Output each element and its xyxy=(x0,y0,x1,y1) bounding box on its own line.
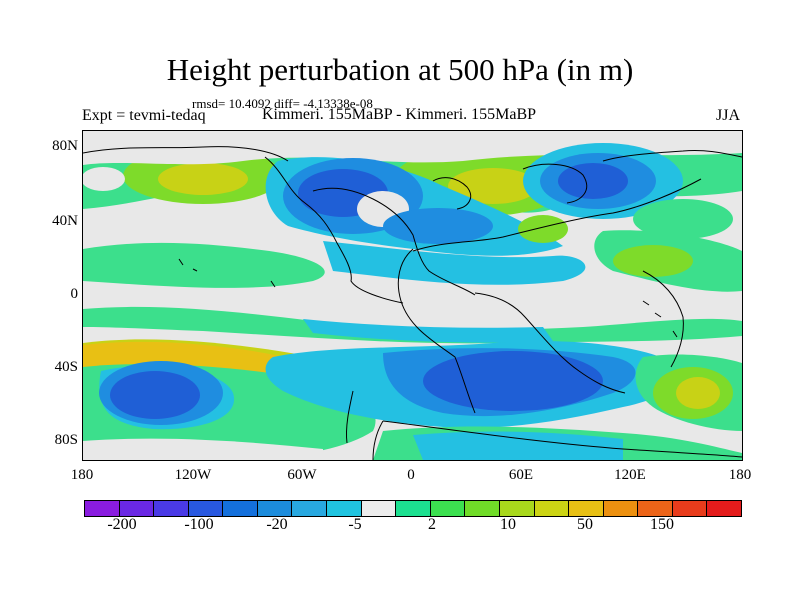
lon-label-60e: 60E xyxy=(508,467,534,483)
colorbar-swatch xyxy=(603,501,639,516)
season-label: JJA xyxy=(715,107,740,124)
colorbar-swatch xyxy=(257,501,293,516)
colorbar-swatch xyxy=(223,501,258,516)
colorbar-swatch xyxy=(465,501,500,516)
colorbar-swatch xyxy=(361,501,397,516)
colorbar xyxy=(84,500,742,517)
colorbar-swatch xyxy=(85,501,120,516)
experiment-label: Expt = tevmi-tedaq xyxy=(82,107,206,124)
colorbar-swatch xyxy=(569,501,604,516)
lat-label-40n: 40N xyxy=(52,213,78,229)
colorbar-swatch xyxy=(672,501,708,516)
colorbar-swatch xyxy=(119,501,155,516)
south-fields xyxy=(83,339,742,460)
lon-label-180e: 180 xyxy=(728,467,752,483)
lon-label-0: 0 xyxy=(407,467,415,483)
colorbar-label: -100 xyxy=(184,516,214,533)
colorbar-label: 2 xyxy=(428,516,436,533)
lat-label-80s: 80S xyxy=(54,432,78,448)
lon-label-180w: 180 xyxy=(70,467,94,483)
coastlines xyxy=(83,146,742,460)
colorbar-label: -5 xyxy=(348,516,362,533)
lat-label-40s: 40S xyxy=(54,359,78,375)
colorbar-label: 150 xyxy=(650,516,674,533)
colorbar-label: -20 xyxy=(266,516,288,533)
lon-label-60w: 60W xyxy=(287,467,317,483)
lon-label-120w: 120W xyxy=(174,467,212,483)
colorbar-label: 50 xyxy=(577,516,593,533)
colorbar-swatch xyxy=(396,501,431,516)
colorbar-swatch xyxy=(154,501,189,516)
colorbar-label: -200 xyxy=(107,516,137,533)
colorbar-label: 10 xyxy=(500,516,516,533)
plot-title: Height perturbation at 500 hPa (in m) xyxy=(166,52,634,87)
colorbar-swatch xyxy=(534,501,570,516)
stats-line: rmsd= 10.4092 diff= -4.13338e-08 xyxy=(192,96,373,111)
run-label: Kimmeri. 155MaBP - Kimmeri. 155MaBP xyxy=(262,106,537,123)
colorbar-swatch xyxy=(327,501,362,516)
colorbar-swatch xyxy=(638,501,673,516)
lat-label-0: 0 xyxy=(70,286,79,302)
contour-map xyxy=(83,131,742,460)
tropical-bands xyxy=(83,230,742,344)
colorbar-swatch xyxy=(707,501,741,516)
colorbar-swatch xyxy=(188,501,224,516)
map-panel xyxy=(82,130,743,461)
colorbar-swatch xyxy=(292,501,328,516)
colorbar-swatch xyxy=(499,501,535,516)
lat-label-80n: 80N xyxy=(52,138,78,154)
colorbar-swatch xyxy=(430,501,466,516)
lon-label-120e: 120E xyxy=(614,467,646,483)
